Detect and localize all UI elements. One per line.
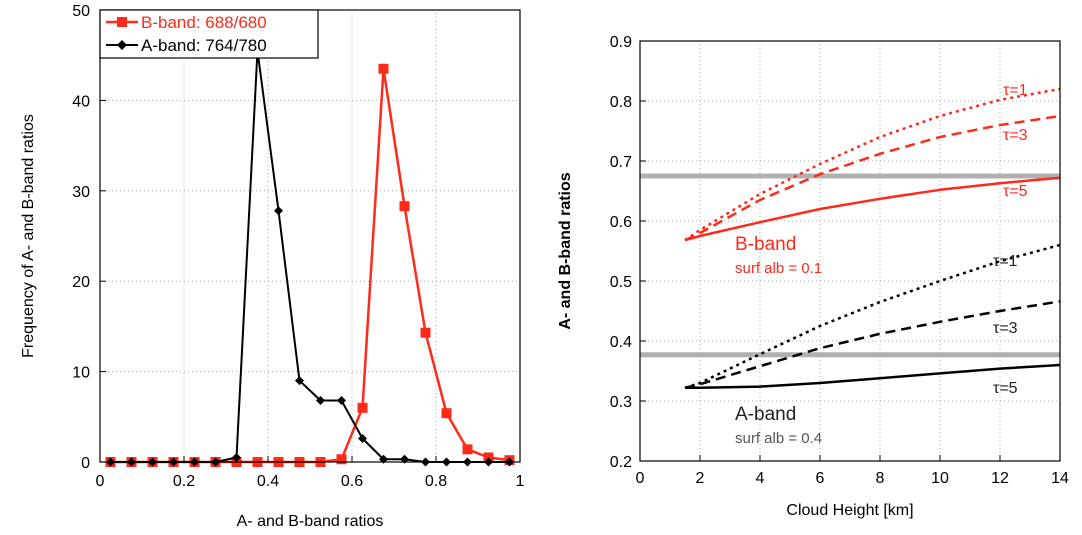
left-chart: 0 0.2 0.4 0.6 0.8 1 0 10 20 30 40 50 A- and B-band… bbox=[20, 3, 525, 530]
right-y-tick-label: 0.3 bbox=[610, 394, 632, 411]
left-x-tick-label: 0.4 bbox=[257, 473, 279, 490]
legend-a-band-label: A-band: 764/780 bbox=[141, 36, 267, 55]
left-y-tick-label: 30 bbox=[72, 184, 90, 201]
curve-a-band-solid bbox=[685, 363, 1061, 390]
right-y-tick-label: 0.8 bbox=[610, 94, 632, 111]
right-y-tick-label: 0.6 bbox=[610, 214, 632, 231]
right-x-tick-label: 4 bbox=[756, 470, 765, 487]
a-band-surf-albedo: surf alb = 0.4 bbox=[735, 430, 822, 447]
b-band-point bbox=[462, 444, 473, 455]
curve-a-band-dotted bbox=[684, 243, 1061, 389]
right-y-ticks: 0.2 0.3 0.4 0.5 0.6 0.7 0.8 0.9 bbox=[610, 34, 646, 471]
right-x-axis-label: Cloud Height [km] bbox=[786, 502, 913, 519]
left-x-tick-label: 1 bbox=[516, 473, 525, 490]
right-x-tick-label: 10 bbox=[931, 470, 949, 487]
left-y-axis-label: Frequency of A- and B-band ratios bbox=[20, 114, 37, 358]
curve-a-band-dashed bbox=[684, 300, 1061, 390]
right-x-tick-label: 12 bbox=[991, 470, 1009, 487]
left-x-tick-label: 0 bbox=[96, 473, 105, 490]
left-x-ticks: 0 0.2 0.4 0.6 0.8 1 bbox=[96, 456, 525, 490]
b-band-point bbox=[378, 63, 389, 74]
a-band-point bbox=[316, 396, 325, 406]
a-band-point bbox=[232, 452, 241, 462]
left-x-tick-label: 0.6 bbox=[341, 473, 363, 490]
b-band-annotation: B-band bbox=[735, 234, 796, 255]
right-x-tick-label: 2 bbox=[696, 470, 705, 487]
b-band-point bbox=[336, 454, 347, 465]
legend-a-band-marker bbox=[117, 40, 127, 50]
left-legend: B-band: 688/680 A-band: 764/780 bbox=[99, 9, 319, 59]
curve-b-band-solid bbox=[684, 176, 1061, 242]
right-y-tick-label: 0.4 bbox=[610, 334, 632, 351]
a-tau5-label: τ=5 bbox=[993, 380, 1018, 397]
b-band-surf-albedo: surf alb = 0.1 bbox=[735, 260, 822, 277]
right-x-tick-label: 8 bbox=[876, 470, 885, 487]
left-plot-area bbox=[100, 10, 520, 462]
left-x-tick-label: 0.2 bbox=[173, 473, 195, 490]
a-band-point bbox=[358, 433, 367, 443]
b-tau1-label: τ=1 bbox=[1003, 82, 1028, 99]
right-x-ticks: 0 2 4 6 8 10 12 14 bbox=[636, 455, 1069, 487]
right-chart: 0 2 4 6 8 10 12 14 0.2 0.3 0.4 0.5 0.6 0.7 0.8 0.9 Clo… bbox=[557, 34, 1069, 519]
right-y-tick-label: 0.9 bbox=[610, 34, 632, 51]
right-x-tick-label: 14 bbox=[1051, 470, 1069, 487]
curve-b-band-dotted bbox=[684, 87, 1061, 242]
left-grid bbox=[100, 10, 520, 462]
a-band-point bbox=[337, 396, 346, 406]
left-y-tick-label: 20 bbox=[72, 274, 90, 291]
left-y-tick-label: 40 bbox=[72, 93, 90, 110]
curve-b-band-dashed bbox=[684, 114, 1061, 242]
right-series-group bbox=[684, 87, 1061, 390]
a-band-annotation: A-band bbox=[735, 404, 796, 425]
b-band-point bbox=[441, 408, 452, 419]
right-y-tick-label: 0.5 bbox=[610, 274, 632, 291]
right-plot-area bbox=[640, 41, 1060, 461]
right-y-tick-label: 0.7 bbox=[610, 154, 632, 171]
right-plot-frame bbox=[639, 40, 1061, 462]
b-band-point bbox=[483, 452, 494, 463]
left-x-axis-label: A- and B-band ratios bbox=[237, 513, 384, 530]
a-tau1-label: τ=1 bbox=[993, 253, 1018, 270]
b-band-point bbox=[357, 402, 368, 413]
b-band-point bbox=[399, 201, 410, 212]
a-band-point bbox=[295, 376, 304, 386]
left-x-tick-label: 0.8 bbox=[425, 473, 447, 490]
legend-b-band-label: B-band: 688/680 bbox=[141, 13, 267, 32]
left-y-tick-label: 50 bbox=[72, 3, 90, 20]
b-band-point bbox=[420, 327, 431, 338]
left-y-tick-label: 0 bbox=[81, 455, 90, 472]
right-reference-lines bbox=[640, 173, 1060, 358]
right-y-tick-label: 0.2 bbox=[610, 454, 632, 471]
legend-box bbox=[99, 9, 319, 59]
right-x-tick-label: 6 bbox=[816, 470, 825, 487]
right-y-axis-label: A- and B-band ratios bbox=[557, 172, 574, 329]
left-y-ticks: 0 10 20 30 40 50 bbox=[72, 3, 106, 472]
b-tau5-label: τ=5 bbox=[1003, 183, 1028, 200]
a-tau3-label: τ=3 bbox=[993, 320, 1018, 337]
right-x-tick-label: 0 bbox=[636, 470, 645, 487]
legend-b-band-marker bbox=[117, 17, 127, 27]
left-y-tick-label: 10 bbox=[72, 365, 90, 382]
a-band-point bbox=[274, 206, 283, 216]
b-tau3-label: τ=3 bbox=[1003, 127, 1028, 144]
